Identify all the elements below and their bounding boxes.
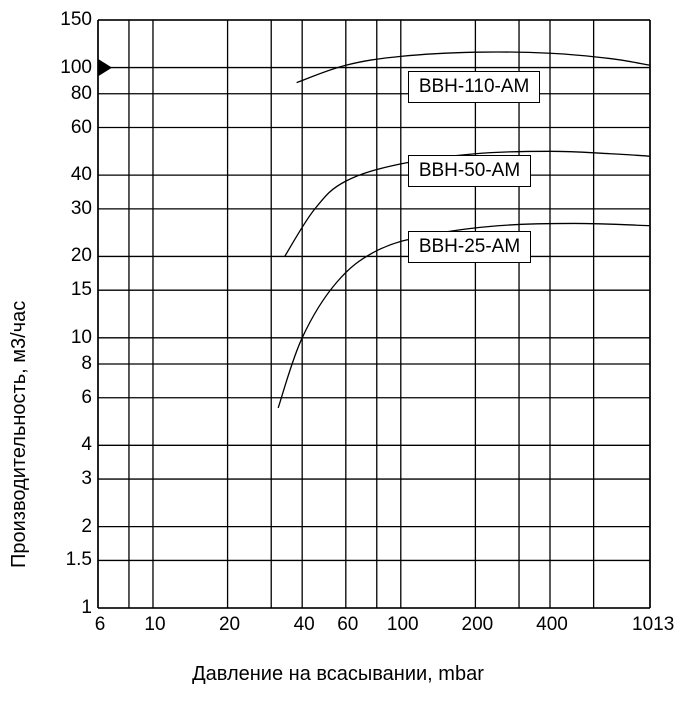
y-tick-label: 10 [71,327,92,349]
y-tick-label: 30 [71,198,92,220]
y-tick-label: 3 [81,468,92,490]
x-tick-label: 200 [457,614,497,636]
y-tick-label: 80 [71,83,92,105]
x-tick-label: 40 [284,614,324,636]
y-tick-label: 4 [81,434,92,456]
y-tick-label: 2 [81,516,92,538]
y-tick-label: 100 [60,57,92,79]
x-tick-label: 60 [328,614,368,636]
y-tick-label: 40 [71,164,92,186]
x-tick-label: 10 [135,614,175,636]
y-tick-label: 1.5 [66,549,92,571]
y-tick-label: 6 [81,387,92,409]
series-label-BBH-110-AM: BBH-110-AM [408,71,541,103]
x-tick-label: 400 [532,614,572,636]
y-tick-label: 1 [81,597,92,619]
performance-chart [0,0,676,704]
x-axis-label: Давление на всасывании, mbar [0,663,676,686]
y-tick-label: 15 [71,279,92,301]
y-tick-label: 20 [71,245,92,267]
y-tick-label: 150 [60,9,92,31]
series-label-BBH-25-AM: BBH-25-AM [408,231,531,263]
y-axis-label: Производительность, м3/час [8,301,31,568]
x-tick-label: 1013 [632,614,672,636]
series-label-BBH-50-AM: BBH-50-AM [408,155,531,187]
y-tick-label: 8 [81,353,92,375]
y-tick-label: 60 [71,117,92,139]
x-tick-label: 100 [383,614,423,636]
x-tick-label: 20 [210,614,250,636]
